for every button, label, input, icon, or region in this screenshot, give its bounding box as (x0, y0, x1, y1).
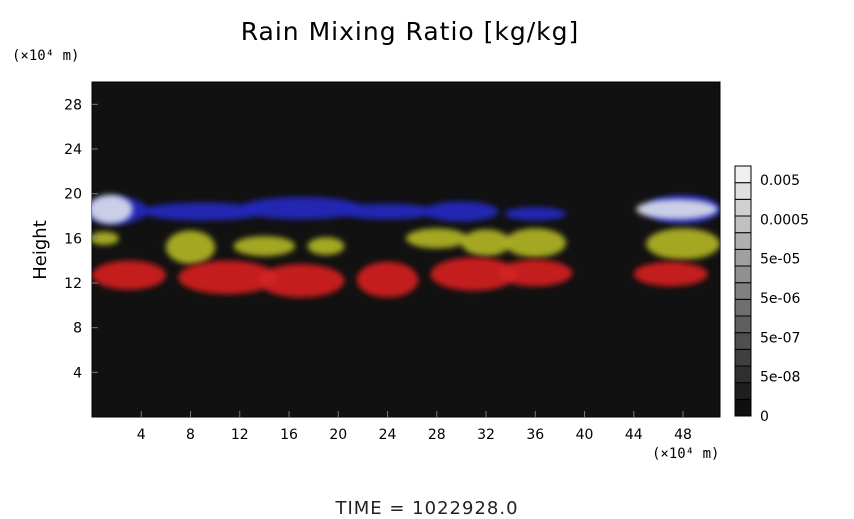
colorbar-level (734, 298, 752, 317)
y-tick-label: 8 (73, 321, 82, 337)
colorbar-level (734, 265, 752, 284)
chart-title: Rain Mixing Ratio [kg/kg] (241, 17, 580, 46)
colorbar-level (734, 232, 752, 250)
y-tick-label: 24 (64, 142, 82, 158)
y-axis: 4 8 12 16 20 24 28 (64, 97, 98, 381)
colorbar-level (734, 282, 752, 300)
blue-blob-3 (424, 201, 499, 222)
time-footer: TIME = 1022928.0 (334, 498, 518, 519)
y-tick-label: 16 (64, 231, 82, 247)
y-axis-unit: (×10⁴ m) (12, 48, 79, 64)
colorbar-level (734, 165, 752, 184)
x-tick-label: 16 (280, 427, 298, 443)
y-tick-label: 20 (64, 187, 82, 203)
colorbar: 0.005 0.0005 5e-05 5e-06 5e-07 5e-08 0 (734, 165, 809, 425)
layer-yellow (92, 228, 720, 265)
yellow-blob-3 (307, 237, 345, 256)
x-tick-label: 36 (526, 427, 544, 443)
x-tick-label: 12 (231, 427, 249, 443)
yellow-blob-2 (233, 236, 296, 257)
colorbar-label: 0.005 (760, 173, 800, 189)
rain-field-layers (92, 194, 720, 298)
colorbar-label: 5e-07 (760, 330, 800, 346)
colorbar-level (734, 315, 752, 334)
y-tick-label: 12 (64, 276, 82, 292)
colorbar-label: 5e-06 (760, 291, 800, 307)
red-blob-3 (356, 261, 419, 298)
red-blob-5 (498, 259, 573, 287)
colorbar-level (734, 198, 752, 217)
white-blob-1 (636, 199, 718, 220)
colorbar-level (734, 398, 752, 417)
yellow-blob-0 (92, 231, 120, 246)
x-tick-label: 44 (625, 427, 643, 443)
y-tick-label: 28 (64, 97, 82, 113)
y-axis-label: Height (30, 220, 51, 280)
layer-red (92, 257, 708, 298)
y-tick-label: 4 (73, 365, 82, 381)
colorbar-label: 0.0005 (760, 212, 809, 228)
colorbar-label: 0 (760, 409, 769, 425)
colorbar-level (734, 182, 752, 200)
colorbar-level (734, 365, 752, 384)
colorbar-level (734, 382, 752, 400)
yellow-blob-1 (165, 230, 216, 265)
colorbar-level (734, 248, 752, 267)
red-blob-1 (178, 260, 277, 295)
yellow-blob-7 (646, 228, 720, 260)
x-tick-label: 28 (428, 427, 446, 443)
x-tick-label: 32 (477, 427, 495, 443)
colorbar-label: 5e-08 (760, 370, 800, 386)
colorbar-level (734, 332, 752, 350)
red-blob-2 (258, 264, 345, 298)
blue-blob-2 (338, 203, 437, 220)
layer-white (92, 194, 718, 224)
red-blob-4 (430, 257, 517, 291)
x-tick-label: 48 (674, 427, 692, 443)
blue-blob-4 (504, 207, 567, 221)
colorbar-level (734, 215, 752, 234)
blue-blob-0 (141, 202, 265, 221)
red-blob-6 (633, 261, 708, 287)
yellow-blob-5 (461, 229, 511, 257)
x-axis-unit: (×10⁴ m) (652, 446, 719, 462)
red-blob-0 (92, 260, 166, 290)
x-tick-label: 4 (137, 427, 146, 443)
x-tick-label: 24 (379, 427, 397, 443)
yellow-blob-4 (406, 228, 468, 249)
colorbar-label: 5e-05 (760, 252, 800, 268)
white-blob-0 (92, 194, 133, 224)
yellow-blob-6 (504, 228, 567, 258)
blue-blob-1 (239, 197, 363, 220)
x-tick-label: 20 (329, 427, 347, 443)
x-tick-label: 40 (576, 427, 594, 443)
x-axis: 4 8 12 16 20 24 28 32 36 40 44 48 (137, 411, 692, 443)
colorbar-level (734, 348, 752, 367)
x-tick-label: 8 (186, 427, 195, 443)
